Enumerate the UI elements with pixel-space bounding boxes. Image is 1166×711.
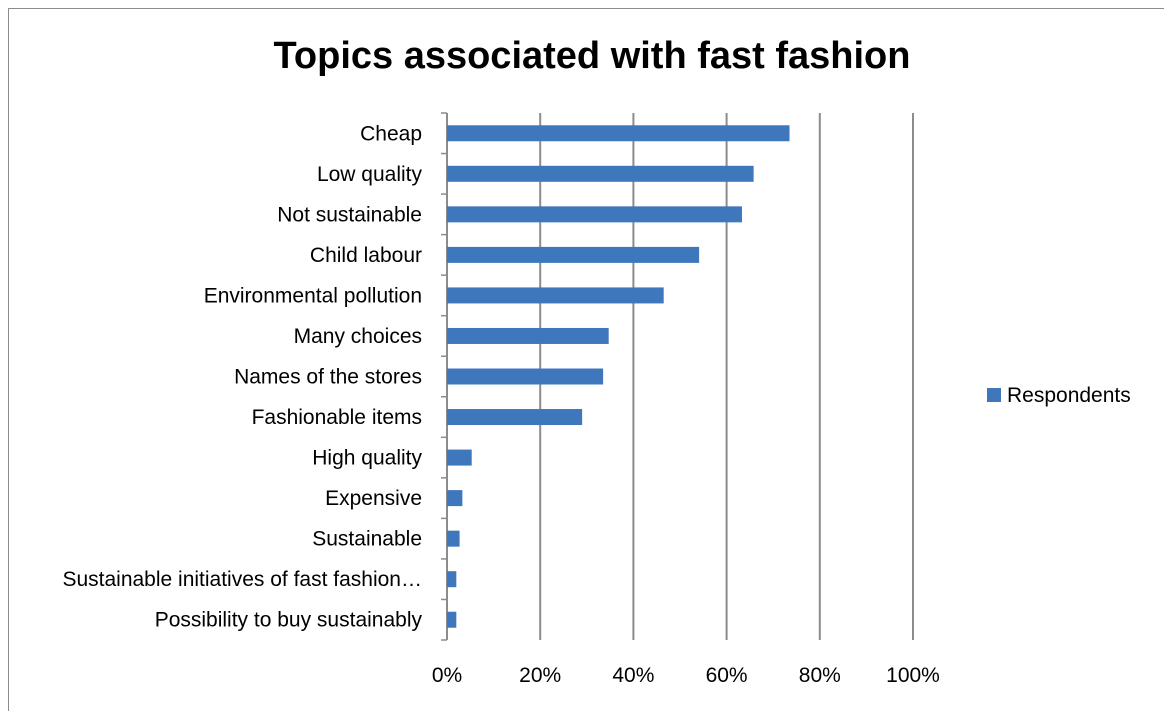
category-label: Fashionable items bbox=[252, 406, 422, 429]
bar bbox=[447, 165, 754, 182]
legend-swatch bbox=[987, 388, 1001, 402]
category-label: Expensive bbox=[325, 487, 422, 510]
x-axis-tick-labels: 0% 20% 40% 60% 80% 100% bbox=[432, 664, 940, 687]
legend: Respondents bbox=[987, 384, 1131, 407]
category-label: Environmental pollution bbox=[204, 284, 422, 307]
bar bbox=[447, 125, 790, 142]
chart-title: Topics associated with fast fashion bbox=[274, 35, 911, 77]
bar bbox=[447, 530, 460, 547]
category-label: High quality bbox=[312, 447, 422, 470]
category-label: Child labour bbox=[310, 244, 422, 267]
bar bbox=[447, 409, 583, 426]
bar bbox=[447, 206, 742, 223]
x-tick-label: 100% bbox=[886, 664, 940, 687]
category-label: Many choices bbox=[294, 325, 422, 348]
x-tick-label: 80% bbox=[799, 664, 841, 687]
bar bbox=[447, 287, 664, 304]
bar bbox=[447, 368, 604, 385]
category-label: Names of the stores bbox=[234, 366, 422, 389]
chart-frame bbox=[8, 8, 1164, 711]
bar bbox=[447, 246, 700, 263]
x-tick-label: 0% bbox=[432, 664, 462, 687]
category-label: Sustainable initiatives of fast fashion… bbox=[62, 568, 422, 591]
category-labels: Cheap Low quality Not sustainable Child lab… bbox=[62, 122, 422, 631]
bar bbox=[447, 327, 609, 344]
category-label: Low quality bbox=[317, 163, 423, 186]
x-tick-label: 60% bbox=[706, 664, 748, 687]
bars bbox=[447, 125, 790, 628]
legend-label: Respondents bbox=[1007, 384, 1131, 407]
x-tick-label: 20% bbox=[519, 664, 561, 687]
bar bbox=[447, 571, 457, 588]
bar bbox=[447, 490, 463, 507]
bar bbox=[447, 449, 472, 466]
category-label: Not sustainable bbox=[277, 203, 422, 226]
category-label: Sustainable bbox=[312, 528, 422, 551]
bar bbox=[447, 611, 457, 628]
x-tick-label: 40% bbox=[612, 664, 654, 687]
category-label: Possibility to buy sustainably bbox=[155, 609, 423, 632]
category-label: Cheap bbox=[360, 122, 422, 145]
